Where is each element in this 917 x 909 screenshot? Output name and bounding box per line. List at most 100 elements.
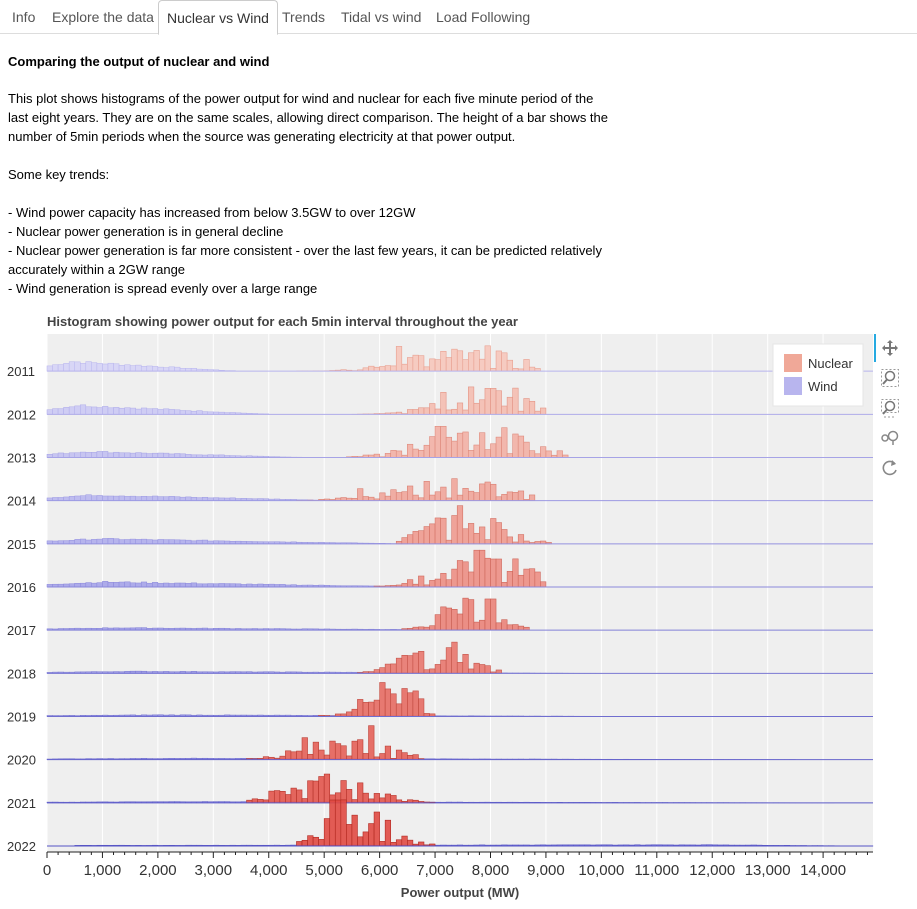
bar-nuclear: [407, 485, 414, 501]
bar-nuclear: [390, 693, 397, 717]
bar-wind: [468, 801, 475, 804]
bar-wind: [312, 628, 319, 631]
bar-nuclear: [429, 668, 436, 674]
bar-wind: [107, 758, 114, 760]
bar-wind: [285, 671, 292, 674]
bar-wind: [251, 801, 258, 804]
bar-wind: [434, 844, 441, 847]
bar-wind: [418, 801, 425, 804]
bar-wind: [407, 844, 414, 847]
bar-wind: [218, 758, 225, 760]
bar-wind: [168, 366, 175, 372]
bar-nuclear: [456, 560, 464, 588]
bar-wind: [761, 845, 768, 847]
bar-wind: [140, 845, 148, 847]
bar-wind: [689, 844, 696, 847]
bar-wind: [268, 541, 275, 545]
bar-nuclear: [307, 753, 314, 760]
bar-wind: [523, 801, 530, 804]
bar-wind: [251, 671, 258, 674]
bar-nuclear: [540, 581, 547, 588]
hover-icon[interactable]: [880, 428, 900, 448]
bar-nuclear: [528, 568, 536, 588]
bar-nuclear: [423, 669, 430, 674]
tab-load-following[interactable]: Load Following: [436, 9, 531, 25]
bar-nuclear: [429, 436, 436, 458]
bar-wind: [390, 629, 397, 631]
legend-swatch-wind: [784, 377, 802, 395]
bar-nuclear: [285, 794, 292, 804]
bar-wind: [174, 496, 181, 501]
wheel-zoom-icon[interactable]: [880, 398, 900, 418]
tab-info[interactable]: Info: [12, 9, 36, 25]
bar-nuclear: [479, 399, 486, 415]
histogram-rows: [46, 345, 874, 847]
bar-wind: [412, 715, 419, 717]
bar-wind: [373, 585, 380, 588]
bar-wind: [118, 495, 125, 501]
bar-nuclear: [506, 396, 513, 415]
bar-wind: [340, 542, 347, 545]
bar-nuclear: [407, 839, 414, 847]
bar-wind: [357, 585, 364, 588]
bar-nuclear: [285, 750, 292, 760]
bar-nuclear: [279, 755, 286, 760]
bar-wind: [340, 844, 347, 847]
pan-icon[interactable]: [880, 338, 900, 358]
x-tick-label: 1,000: [84, 862, 122, 879]
tab-tidal-vs-wind[interactable]: Tidal vs wind: [341, 9, 422, 25]
bar-wind: [373, 672, 380, 674]
bar-nuclear: [418, 651, 425, 674]
bar-wind: [207, 758, 214, 760]
bar-wind: [390, 801, 397, 804]
bar-wind: [262, 671, 269, 674]
bar-nuclear: [323, 754, 331, 760]
bar-wind: [307, 499, 314, 501]
tab-nuclear-vs-wind[interactable]: Nuclear vs Wind: [158, 0, 278, 35]
bar-wind: [379, 844, 386, 847]
bar-wind: [517, 758, 525, 760]
reset-icon[interactable]: [880, 458, 900, 478]
x-tick-label: 11,000: [634, 862, 679, 879]
bar-nuclear: [468, 599, 475, 631]
bar-nuclear: [451, 515, 458, 545]
bar-nuclear: [395, 839, 403, 847]
bar-wind: [74, 758, 81, 760]
tab-explore-the-data[interactable]: Explore the data: [52, 9, 154, 25]
bar-nuclear: [395, 411, 403, 415]
bar-wind: [102, 451, 109, 458]
bar-wind: [146, 845, 153, 847]
bar-wind: [218, 370, 225, 372]
bar-wind: [235, 583, 242, 588]
bar-nuclear: [412, 409, 419, 415]
bar-wind: [68, 361, 75, 372]
bar-nuclear: [451, 478, 458, 501]
bar-wind: [340, 758, 347, 760]
bar-wind: [395, 758, 403, 760]
bar-nuclear: [512, 368, 519, 372]
bar-wind: [434, 672, 441, 674]
bar-wind: [285, 714, 292, 717]
bar-nuclear: [384, 745, 392, 760]
bar-wind: [246, 801, 253, 804]
bar-wind: [168, 845, 175, 847]
bar-wind: [179, 845, 186, 847]
bar-wind: [412, 844, 419, 847]
bar-wind: [462, 801, 469, 804]
bar-wind: [85, 845, 92, 847]
bar-wind: [63, 671, 70, 674]
bar-wind: [174, 366, 181, 372]
bar-wind: [772, 845, 780, 847]
bar-wind: [639, 844, 646, 847]
bar-wind: [617, 844, 624, 847]
bar-nuclear: [329, 499, 336, 501]
bar-nuclear: [368, 365, 375, 372]
bar-wind: [468, 715, 475, 717]
bar-nuclear: [429, 843, 436, 847]
tab-trends[interactable]: Trends: [282, 9, 326, 25]
box-zoom-icon[interactable]: [880, 368, 900, 388]
bar-wind: [107, 362, 114, 372]
bar-wind: [85, 671, 92, 674]
bar-nuclear: [412, 652, 419, 674]
bar-wind: [140, 538, 148, 545]
